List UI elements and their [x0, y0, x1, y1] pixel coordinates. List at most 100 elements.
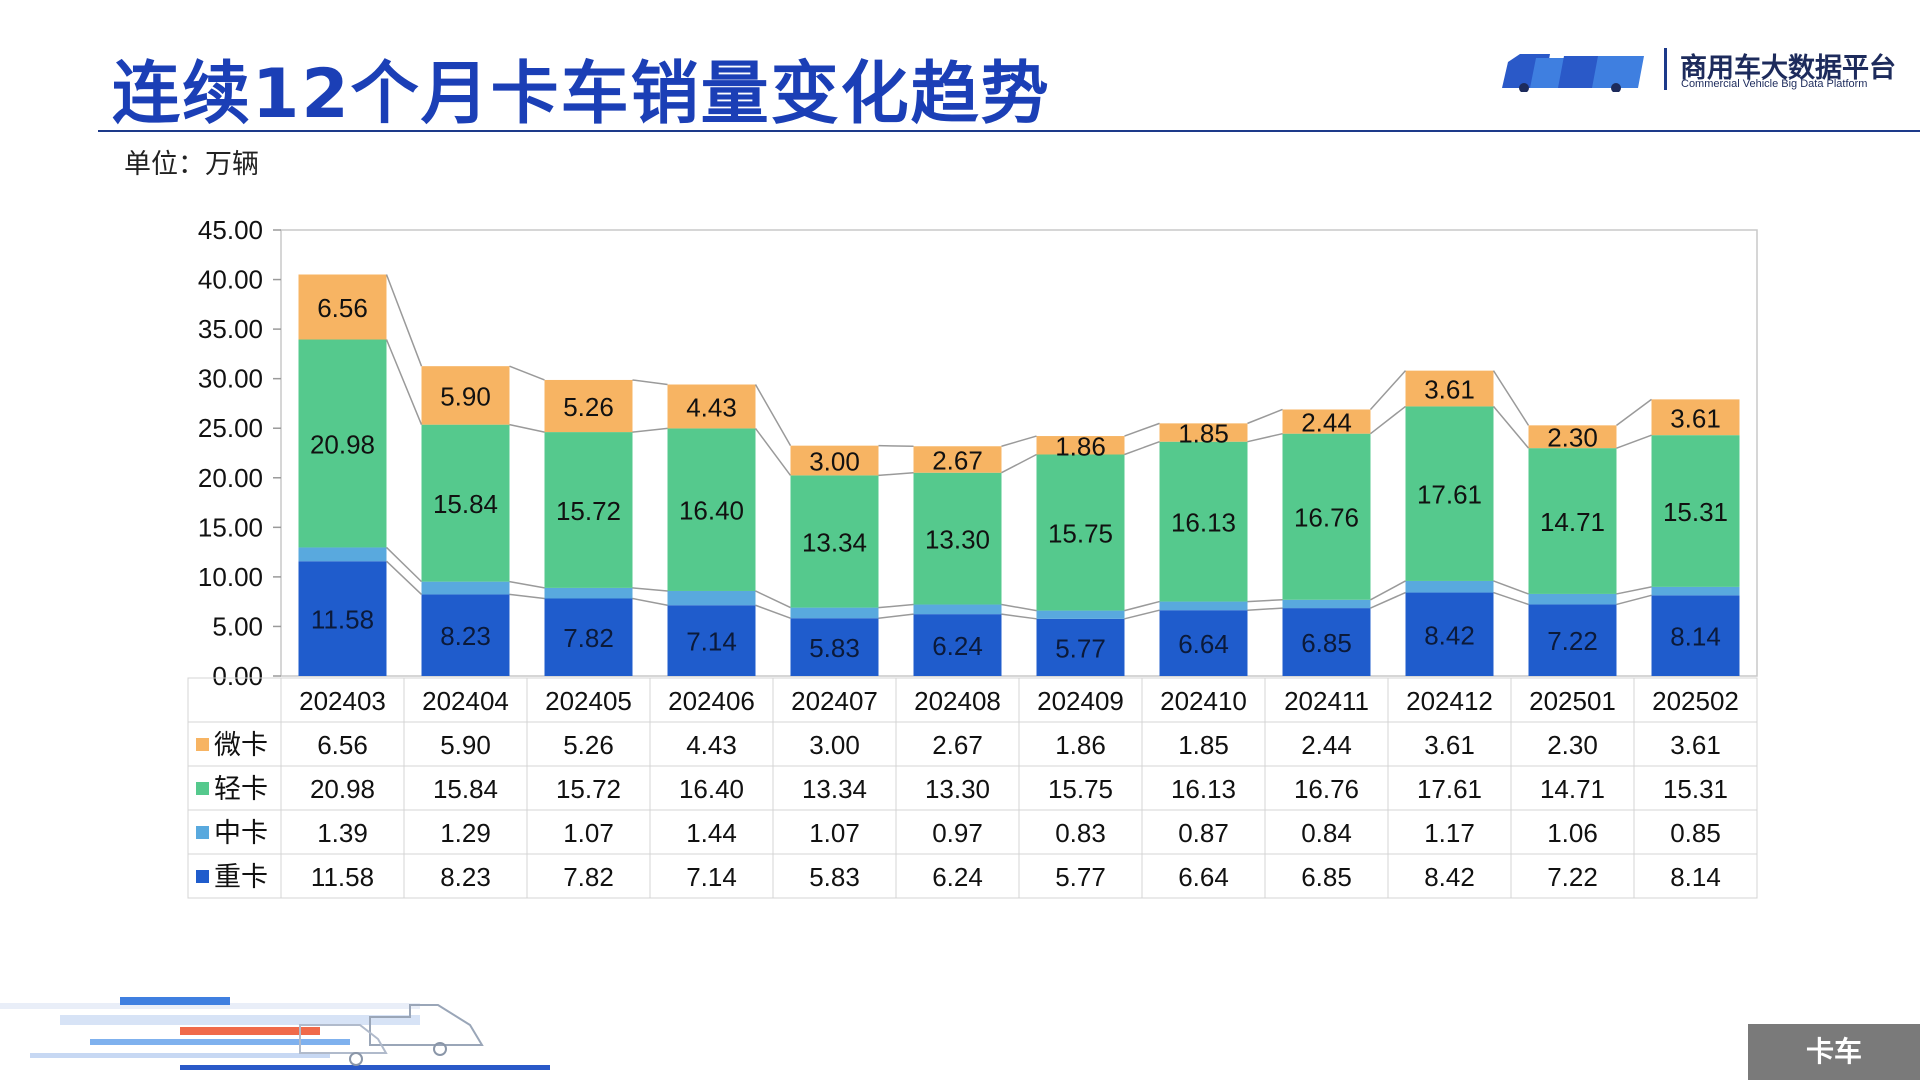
table-cell: 0.87 — [1178, 818, 1229, 848]
bar-轻卡 — [1651, 435, 1740, 587]
table-cell: 7.22 — [1547, 862, 1598, 892]
y-tick-label: 45.00 — [198, 215, 263, 245]
bar-中卡 — [421, 581, 510, 595]
bar-微卡 — [1405, 370, 1494, 407]
legend-swatch-微卡 — [196, 738, 209, 751]
bar-微卡 — [1282, 409, 1371, 434]
unit-label: 单位：万辆 — [124, 149, 259, 180]
data-label: 14.71 — [1540, 507, 1605, 537]
table-cell: 5.77 — [1055, 862, 1106, 892]
table-cell: 16.13 — [1171, 774, 1236, 804]
table-cell: 11.58 — [311, 862, 374, 892]
table-cell: 0.84 — [1301, 818, 1352, 848]
page-title: 连续12个月卡车销量变化趋势 — [112, 55, 1051, 134]
bar-重卡 — [913, 614, 1002, 676]
data-label: 15.31 — [1663, 497, 1728, 527]
data-label: 2.67 — [932, 445, 983, 475]
legend-swatch-中卡 — [196, 826, 209, 839]
plot-area — [280, 229, 1758, 677]
data-label: 6.24 — [932, 631, 983, 661]
data-label: 15.72 — [556, 496, 621, 526]
bar-轻卡 — [667, 428, 756, 591]
data-label: 15.75 — [1048, 519, 1113, 549]
bar-中卡 — [544, 587, 633, 599]
table-cell: 16.76 — [1294, 774, 1359, 804]
logo-name: 商用车大数据平台 — [1680, 53, 1896, 84]
table-cell: 6.85 — [1301, 862, 1352, 892]
table-cell: 2.67 — [932, 730, 983, 760]
table-cell: 2.44 — [1301, 730, 1352, 760]
y-tick-label: 25.00 — [198, 413, 263, 443]
data-label: 5.90 — [440, 381, 491, 411]
table-cell: 15.31 — [1663, 774, 1728, 804]
data-label: 6.85 — [1301, 628, 1352, 658]
y-tick-label: 5.00 — [212, 611, 263, 641]
y-tick-label: 0.00 — [212, 661, 263, 691]
bar-轻卡 — [298, 339, 387, 548]
bar-微卡 — [544, 379, 633, 433]
bar-微卡 — [298, 274, 387, 340]
data-label: 11.58 — [311, 605, 374, 635]
table-cell: 1.07 — [563, 818, 614, 848]
bar-微卡 — [421, 366, 510, 425]
bar-微卡 — [1651, 399, 1740, 436]
table-cell: 1.86 — [1055, 730, 1106, 760]
data-label: 2.44 — [1301, 408, 1352, 438]
bar-微卡 — [790, 445, 879, 476]
table-cell: 20.98 — [310, 774, 375, 804]
table-cell: 8.42 — [1424, 862, 1475, 892]
table-cell: 1.44 — [686, 818, 737, 848]
truck-decoration-image — [0, 997, 550, 1070]
x-tick-label: 202407 — [791, 686, 878, 716]
bar-微卡 — [913, 446, 1002, 473]
data-label: 5.26 — [563, 392, 614, 422]
table-cell: 14.71 — [1540, 774, 1605, 804]
table-cell: 5.26 — [563, 730, 614, 760]
bar-轻卡 — [1159, 441, 1248, 602]
bar-中卡 — [913, 604, 1002, 615]
table-cell: 3.61 — [1424, 730, 1475, 760]
table-cell: 7.82 — [563, 862, 614, 892]
data-label: 8.23 — [440, 621, 491, 651]
data-label: 13.34 — [802, 528, 867, 558]
bar-微卡 — [1036, 436, 1125, 455]
x-tick-label: 202502 — [1652, 686, 1739, 716]
data-label: 4.43 — [686, 392, 737, 422]
data-label: 5.83 — [809, 633, 860, 663]
logo-separator — [1664, 48, 1667, 90]
bar-中卡 — [667, 590, 756, 606]
data-label: 17.61 — [1417, 480, 1482, 510]
data-label: 16.40 — [679, 496, 744, 526]
data-label: 7.14 — [686, 627, 737, 657]
data-label: 2.30 — [1547, 423, 1598, 453]
data-label: 16.76 — [1294, 503, 1359, 533]
table-cell: 1.39 — [317, 818, 368, 848]
table-cell: 0.83 — [1055, 818, 1106, 848]
bar-微卡 — [1528, 425, 1617, 449]
data-label: 1.85 — [1178, 419, 1229, 449]
y-tick-label: 40.00 — [198, 265, 263, 295]
table-cell: 7.14 — [686, 862, 737, 892]
bar-中卡 — [1405, 580, 1494, 593]
y-tick-label: 15.00 — [198, 512, 263, 542]
x-tick-label: 202406 — [668, 686, 755, 716]
bar-轻卡 — [790, 475, 879, 608]
data-label: 8.42 — [1424, 620, 1475, 650]
table-cell: 3.61 — [1670, 730, 1721, 760]
y-tick-label: 35.00 — [198, 314, 263, 344]
bar-重卡 — [1651, 595, 1740, 676]
bar-轻卡 — [1405, 406, 1494, 581]
data-label: 15.84 — [433, 489, 498, 519]
table-cell: 17.61 — [1417, 774, 1482, 804]
bar-微卡 — [667, 384, 756, 429]
bar-重卡 — [790, 618, 879, 676]
x-tick-label: 202405 — [545, 686, 632, 716]
bar-中卡 — [1159, 601, 1248, 611]
bar-重卡 — [667, 605, 756, 676]
table-cell: 8.14 — [1670, 862, 1721, 892]
table-cell: 5.83 — [809, 862, 860, 892]
table-cell: 4.43 — [686, 730, 737, 760]
table-cell: 6.56 — [317, 730, 368, 760]
table-cell: 15.75 — [1048, 774, 1113, 804]
bar-重卡 — [544, 598, 633, 676]
